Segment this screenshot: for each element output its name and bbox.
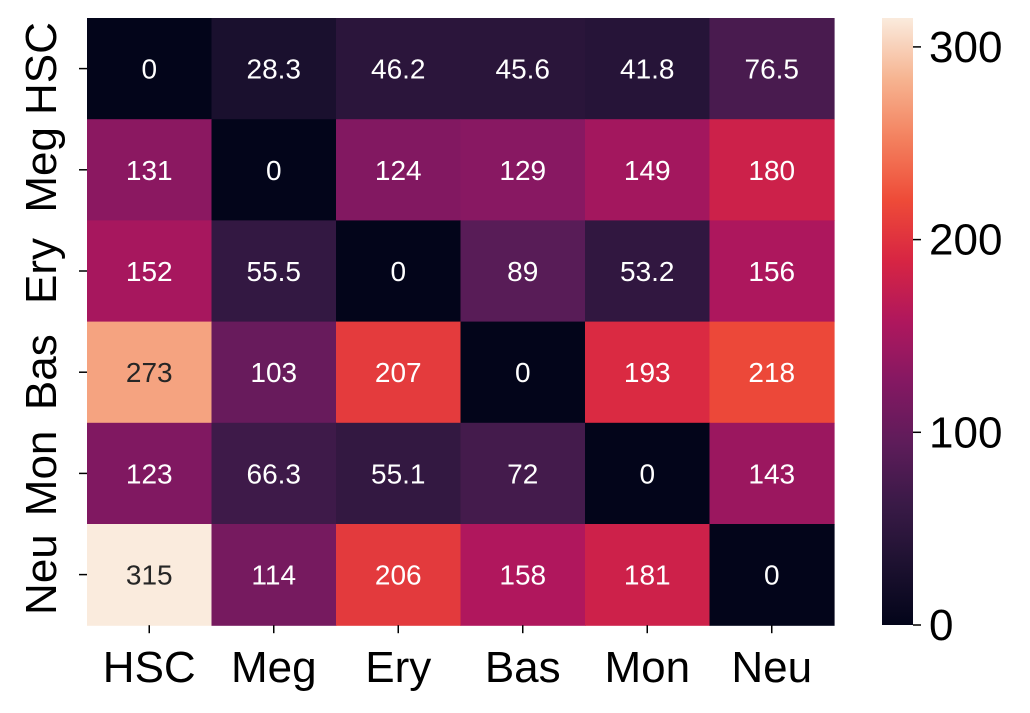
cell-value-label: 149: [624, 155, 671, 186]
heatmap-cell: [211, 220, 337, 323]
cell-value-label: 152: [126, 256, 173, 287]
cell-value-label: 123: [126, 458, 173, 489]
heatmap-cell: [336, 119, 462, 221]
heatmap-cell: [336, 18, 462, 120]
cell-value-label: 131: [126, 155, 173, 186]
heatmap-cell: [709, 18, 835, 120]
heatmap-cell: [460, 422, 586, 525]
cell-value-label: 53.2: [620, 256, 675, 287]
y-tick-label: HSC: [17, 22, 66, 115]
heatmap-cell: [87, 524, 213, 626]
heatmap-cell: [460, 524, 586, 626]
heatmap-cell: [211, 18, 337, 120]
heatmap-cell: [211, 524, 337, 626]
cell-value-label: 0: [639, 458, 655, 489]
cell-value-label: 46.2: [371, 54, 426, 85]
cell-value-label: 76.5: [745, 54, 800, 85]
heatmap-cell: [87, 220, 213, 323]
cell-value-label: 156: [748, 256, 795, 287]
y-tick-label: Meg: [17, 127, 66, 213]
y-axis: HSC Meg Ery Bas Mon Neu: [17, 22, 87, 615]
heatmap-cell: [336, 321, 462, 424]
cell-value-label: 0: [764, 560, 780, 591]
heatmap-cell: [211, 119, 337, 221]
heatmap-cell: [585, 321, 711, 424]
heatmap-cell: [585, 119, 711, 221]
cell-value-label: 206: [375, 560, 422, 591]
y-tick-label: Bas: [17, 334, 66, 410]
heatmap-cell: [585, 422, 711, 525]
cell-value-label: 55.1: [371, 458, 426, 489]
cell-value-label: 207: [375, 357, 422, 388]
heatmap-cell: [336, 524, 462, 626]
y-tick-label: Neu: [17, 534, 66, 615]
cell-value-label: 66.3: [247, 458, 302, 489]
x-tick-label: Mon: [604, 643, 690, 692]
cell-value-label: 218: [748, 357, 795, 388]
cell-value-label: 158: [499, 560, 546, 591]
colorbar-tick-label: 300: [929, 23, 1002, 72]
cell-value-label: 114: [251, 560, 296, 591]
cell-value-label: 193: [624, 357, 671, 388]
heatmap-cell: [585, 18, 711, 120]
x-tick-label: Bas: [485, 643, 561, 692]
heatmap-cell: [460, 321, 586, 424]
colorbar-tick-label: 0: [929, 601, 953, 650]
cell-value-label: 55.5: [247, 256, 302, 287]
heatmap-cell: [87, 119, 213, 221]
heatmap-cell: [211, 422, 337, 525]
heatmap-cell: [460, 119, 586, 221]
heatmap-cells: 0 28.3 46.2 45.6 41.8 76.5 131 0 124 129 149 180 152…: [87, 18, 835, 626]
cell-value-label: 180: [748, 155, 795, 186]
cell-value-label: 0: [390, 256, 406, 287]
heatmap-cell: [709, 220, 835, 323]
colorbar-gradient: [882, 18, 913, 625]
x-tick-label: Meg: [231, 643, 317, 692]
heatmap-cell: [709, 321, 835, 424]
y-tick-label: Mon: [17, 431, 66, 517]
heatmap-cell: [211, 321, 337, 424]
heatmap-cell: [336, 422, 462, 525]
heatmap-cell: [87, 18, 213, 120]
cell-value-label: 143: [748, 458, 795, 489]
cell-value-label: 124: [375, 155, 422, 186]
heatmap-cell: [709, 524, 835, 626]
colorbar: 0 100 200 300: [882, 18, 1002, 650]
cell-value-label: 45.6: [496, 54, 551, 85]
x-axis: HSC Meg Ery Bas Mon Neu: [103, 625, 812, 692]
heatmap-cell: [87, 422, 213, 525]
colorbar-tick-label: 100: [929, 408, 1002, 457]
x-tick-label: Neu: [731, 643, 812, 692]
cell-value-label: 0: [266, 155, 282, 186]
cell-value-label: 103: [250, 357, 297, 388]
cell-value-label: 273: [126, 357, 173, 388]
heatmap-cell: [87, 321, 213, 424]
x-tick-label: Ery: [365, 643, 431, 692]
cell-value-label: 129: [499, 155, 546, 186]
cell-value-label: 89: [507, 256, 538, 287]
cell-value-label: 0: [141, 54, 157, 85]
cell-value-label: 28.3: [247, 54, 302, 85]
cell-value-label: 181: [624, 560, 671, 591]
cell-value-label: 41.8: [620, 54, 675, 85]
cell-value-label: 72: [507, 458, 538, 489]
heatmap-cell: [709, 422, 835, 525]
x-tick-label: HSC: [103, 643, 196, 692]
heatmap-cell: [709, 119, 835, 221]
heatmap-cell: [585, 524, 711, 626]
cell-value-label: 315: [126, 560, 173, 591]
y-tick-label: Ery: [17, 238, 66, 304]
heatmap-cell: [460, 18, 586, 120]
heatmap-cell: [336, 220, 462, 323]
heatmap-cell: [460, 220, 586, 323]
heatmap-cell: [585, 220, 711, 323]
colorbar-tick-label: 200: [929, 216, 1002, 265]
cell-value-label: 0: [515, 357, 531, 388]
